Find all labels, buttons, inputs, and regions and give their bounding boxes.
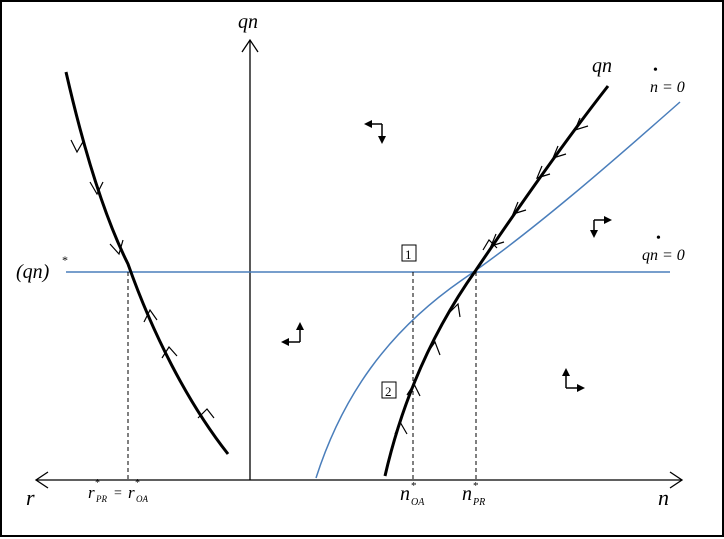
n-pr-subscript: PR (472, 497, 485, 508)
n-oa-subscript: OA (411, 497, 425, 508)
left-path-arrow-icon (70, 139, 85, 154)
axis-arrow-left-icon (34, 471, 49, 489)
left-path-arrow-icon (161, 346, 178, 359)
r-oa-star: * (135, 478, 140, 489)
r-equals: = (114, 486, 122, 501)
right-path-arrow-icon (406, 382, 421, 397)
qn-nullcline-label: qn = 0 (642, 247, 685, 264)
axis-arrow-up-icon (241, 38, 259, 53)
right-axis-label: n (658, 485, 669, 510)
left-path-arrow-icon (109, 239, 124, 256)
r-pr-label: r (88, 483, 95, 502)
right-path-arrow-icon (394, 420, 408, 435)
r-pr-star: * (95, 478, 100, 489)
r-oa-label: r (128, 483, 135, 502)
left-axis-label: r (26, 485, 35, 510)
axis-arrow-right-icon (669, 471, 684, 489)
n-nullcline-dot: • (653, 63, 658, 78)
saddle-path-label: qn (592, 55, 612, 77)
marker-box-2 (381, 381, 397, 399)
qn-star-superscript: * (62, 253, 68, 267)
n-oa-label: n (400, 483, 410, 505)
qn-star-label: (qn) (16, 261, 50, 283)
vertical-axis-label: qn (238, 11, 258, 33)
tick-r-star: r * PR = r * OA (88, 478, 148, 504)
direction-arrows-upper-left (364, 120, 386, 144)
marker-box-1 (401, 244, 417, 262)
right-path-arrow-icon (535, 165, 551, 179)
left-saddle-path (64, 71, 230, 455)
marker-1-label: 1 (405, 247, 412, 262)
n-pr-label: n (462, 483, 472, 505)
n-nullcline (315, 101, 681, 479)
direction-arrows-lower-left (281, 322, 304, 346)
direction-arrows-upper-right (590, 216, 612, 238)
right-path-arrow-icon (573, 117, 589, 131)
tick-n-oa: n * OA (400, 480, 425, 508)
left-path-arrow-icon (89, 181, 104, 196)
r-pr-subscript: PR (95, 494, 107, 504)
right-path-arrow-icon (551, 145, 567, 159)
n-nullcline-label: n = 0 (650, 79, 685, 96)
n-pr-star: * (473, 480, 479, 492)
marker-2-label: 2 (385, 384, 392, 399)
r-oa-subscript: OA (136, 494, 148, 504)
right-path-arrow-icon (489, 233, 505, 247)
right-path-arrow-icon (427, 340, 441, 356)
right-path-arrow-icon (449, 302, 461, 318)
n-oa-star: * (411, 480, 417, 492)
direction-arrows-lower-right (562, 368, 585, 392)
qn-nullcline-dot: • (656, 231, 661, 246)
left-path-arrow-icon (143, 308, 158, 323)
right-saddle-path (383, 85, 610, 477)
right-path-arrow-icon (511, 201, 527, 215)
tick-n-pr: n * PR (462, 480, 485, 508)
left-path-arrow-icon (197, 408, 215, 419)
